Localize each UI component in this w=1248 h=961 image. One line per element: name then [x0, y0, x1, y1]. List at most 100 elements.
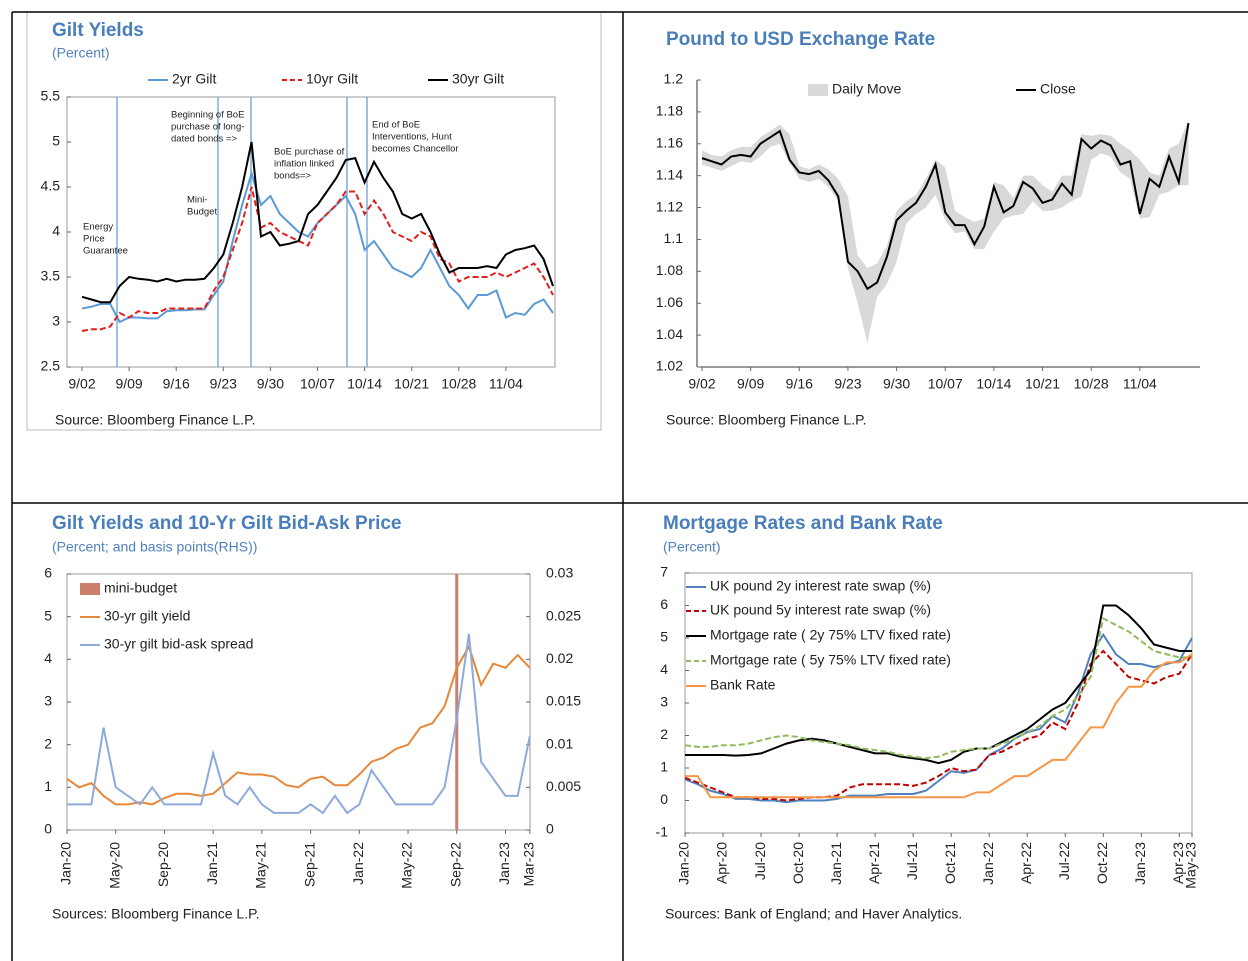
- y-tick-label: 1.1: [664, 230, 684, 246]
- x-tick-label: 9/30: [257, 376, 284, 392]
- y-tick-label: 1.04: [656, 326, 683, 342]
- y2-tick-label: 0.025: [546, 607, 581, 623]
- source-note: Source: Bloomberg Finance L.P.: [55, 412, 256, 428]
- y-tick-label: 0: [660, 791, 668, 807]
- x-tick-label: Apr-22: [1018, 842, 1034, 884]
- y2-tick-label: 0.01: [546, 735, 573, 751]
- x-tick-label: Apr-20: [714, 842, 730, 884]
- panel-grid: [11, 11, 1248, 961]
- annotation: End of BoE: [372, 120, 420, 131]
- x-tick-label: 9/02: [68, 376, 95, 392]
- x-tick-label: Jan-21: [828, 842, 844, 885]
- y-tick-label: 1: [44, 778, 52, 794]
- series-line: [684, 649, 1193, 802]
- y-tick-label: 1.06: [656, 294, 683, 310]
- y2-tick-label: 0.005: [546, 778, 581, 794]
- series-line: [684, 632, 1193, 804]
- y-tick-label: 1.16: [656, 134, 683, 150]
- legend-swatch: [808, 84, 828, 96]
- legend-label: Bank Rate: [710, 677, 776, 693]
- annotation: bonds=>: [274, 171, 311, 182]
- x-tick-label: Apr-21: [866, 842, 882, 884]
- annotation: Energy: [83, 222, 113, 233]
- x-tick-label: Sep-20: [155, 842, 171, 887]
- series-line: [81, 141, 554, 304]
- x-tick-label: Jul-22: [1056, 842, 1072, 880]
- legend-label: UK pound 2y interest rate swap (%): [710, 578, 931, 594]
- x-tick-label: Jan-22: [980, 842, 996, 885]
- x-tick-label: 10/21: [394, 376, 429, 392]
- chart-subtitle: (Percent; and basis points(RHS)): [52, 539, 257, 555]
- x-tick-label: Apr-23: [1170, 842, 1186, 884]
- x-tick-label: 9/23: [834, 376, 861, 392]
- x-tick-label: 11/04: [1123, 376, 1157, 392]
- series-line: [81, 186, 554, 332]
- legend-label: 10yr Gilt: [306, 71, 358, 87]
- x-tick-label: 9/16: [786, 376, 813, 392]
- y2-tick-label: 0.02: [546, 650, 573, 666]
- x-tick-label: 9/23: [210, 376, 237, 392]
- x-tick-label: Oct-22: [1094, 842, 1110, 884]
- x-tick-label: Sep-22: [447, 842, 463, 887]
- y-tick-label: 1: [660, 759, 668, 775]
- x-tick-label: Jan-23: [1132, 842, 1148, 885]
- y-tick-label: 3: [44, 693, 52, 709]
- chart-subtitle: (Percent): [52, 45, 110, 61]
- source-note: Sources: Bloomberg Finance L.P.: [52, 906, 260, 922]
- chart-subtitle: (Percent): [663, 539, 721, 555]
- x-tick-label: 10/28: [1074, 376, 1109, 392]
- x-tick-label: Mar-23: [521, 842, 537, 887]
- x-tick-label: 9/02: [688, 376, 715, 392]
- series-line: [81, 170, 554, 324]
- x-tick-label: Jan-21: [204, 842, 220, 885]
- chart-title: Gilt Yields and 10-Yr Gilt Bid-Ask Price: [52, 513, 402, 534]
- y-tick-label: 1.12: [656, 198, 683, 214]
- y-tick-label: -1: [656, 824, 669, 840]
- legend-label: Close: [1040, 81, 1076, 97]
- series-line: [685, 653, 1193, 799]
- x-tick-label: Oct-21: [942, 842, 958, 884]
- source-note: Source: Bloomberg Finance L.P.: [666, 412, 867, 428]
- series-line: [684, 617, 1192, 760]
- x-tick-label: Jan-23: [496, 842, 512, 885]
- y-tick-label: 2.5: [41, 358, 61, 374]
- series-line: [701, 122, 1190, 291]
- y-tick-label: 3: [660, 694, 668, 710]
- annotation: Beginning of BoE: [171, 110, 244, 121]
- x-tick-label: Sep-21: [301, 842, 317, 887]
- y-tick-label: 4: [44, 650, 52, 666]
- annotation: becomes Chancellor: [372, 144, 459, 155]
- x-tick-label: 10/14: [976, 376, 1011, 392]
- annotation: Mini-: [187, 195, 208, 206]
- series-line: [685, 604, 1192, 765]
- x-tick-label: Jul-21: [904, 842, 920, 880]
- legend-swatch: [80, 583, 100, 595]
- annotation: Budget: [187, 207, 217, 218]
- legend-label: Mortgage rate ( 2y 75% LTV fixed rate): [710, 627, 951, 643]
- annotation: Guarantee: [83, 246, 128, 257]
- y-tick-label: 4.5: [41, 178, 61, 194]
- x-tick-label: 11/04: [489, 376, 523, 392]
- legend-label: 30-yr gilt yield: [104, 608, 190, 624]
- y-tick-label: 1.2: [664, 71, 684, 87]
- annotation: inflation linked: [274, 159, 334, 170]
- x-tick-label: May-21: [253, 842, 269, 889]
- annotation: Interventions, Hunt: [372, 132, 452, 143]
- x-tick-label: Jul-20: [752, 842, 768, 880]
- y-tick-label: 5: [52, 133, 60, 149]
- annotation: BoE purchase of: [274, 147, 345, 158]
- chart-title: Gilt Yields: [52, 20, 144, 41]
- annotation: dated bonds =>: [171, 134, 237, 145]
- x-tick-label: 10/21: [1025, 376, 1060, 392]
- y-tick-label: 6: [660, 596, 668, 612]
- x-tick-label: 10/14: [347, 376, 382, 392]
- y-tick-label: 1.08: [656, 262, 683, 278]
- y2-tick-label: 0.015: [546, 693, 581, 709]
- y2-tick-label: 0.03: [546, 565, 573, 581]
- annotation: Price: [83, 234, 105, 245]
- chart-title: Mortgage Rates and Bank Rate: [663, 513, 943, 534]
- x-tick-label: 10/07: [300, 376, 335, 392]
- y-tick-label: 3.5: [41, 268, 61, 284]
- x-tick-label: 9/30: [883, 376, 910, 392]
